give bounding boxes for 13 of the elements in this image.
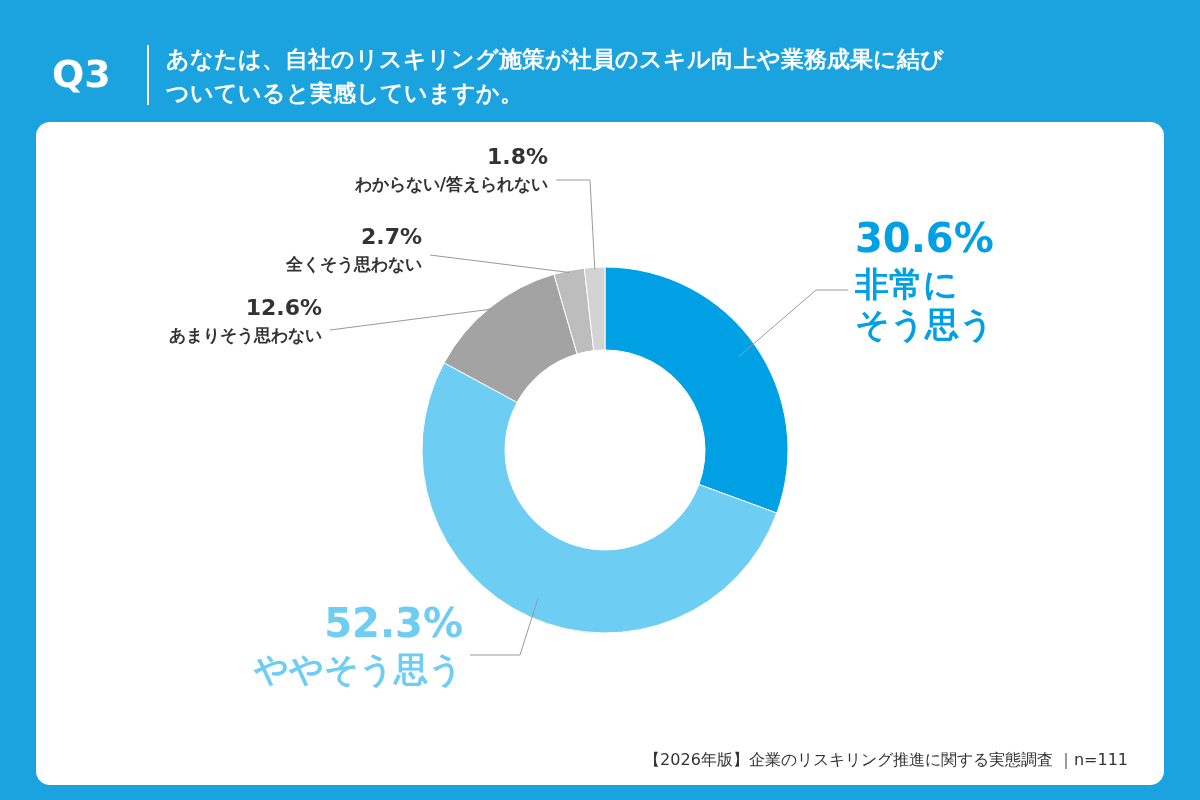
data-label: 30.6%: [855, 215, 994, 261]
data-label: 52.3%: [324, 600, 463, 646]
data-label: 12.6%: [245, 295, 322, 320]
data-label: 1.8%: [486, 144, 548, 169]
slice-label: ややそう思う: [253, 649, 463, 689]
text: 【2026年版】企業のリスキリング推進に関する実態調査 ｜n=111: [644, 750, 1128, 771]
slice-label: わからない/答えられない: [353, 174, 548, 194]
slice-label: あまりそう思わない: [169, 325, 322, 345]
chart-title: Q3: [52, 52, 111, 96]
chart-subtitle: あなたは、自社のリスキリング施策が社員のスキル向上や業務成果に結びついていると実感していますか。: [166, 45, 945, 108]
data-label: 2.7%: [360, 224, 422, 249]
slice-label: 全くそう思わない: [285, 254, 422, 274]
slice-label: 非常にそう思う: [854, 264, 994, 344]
